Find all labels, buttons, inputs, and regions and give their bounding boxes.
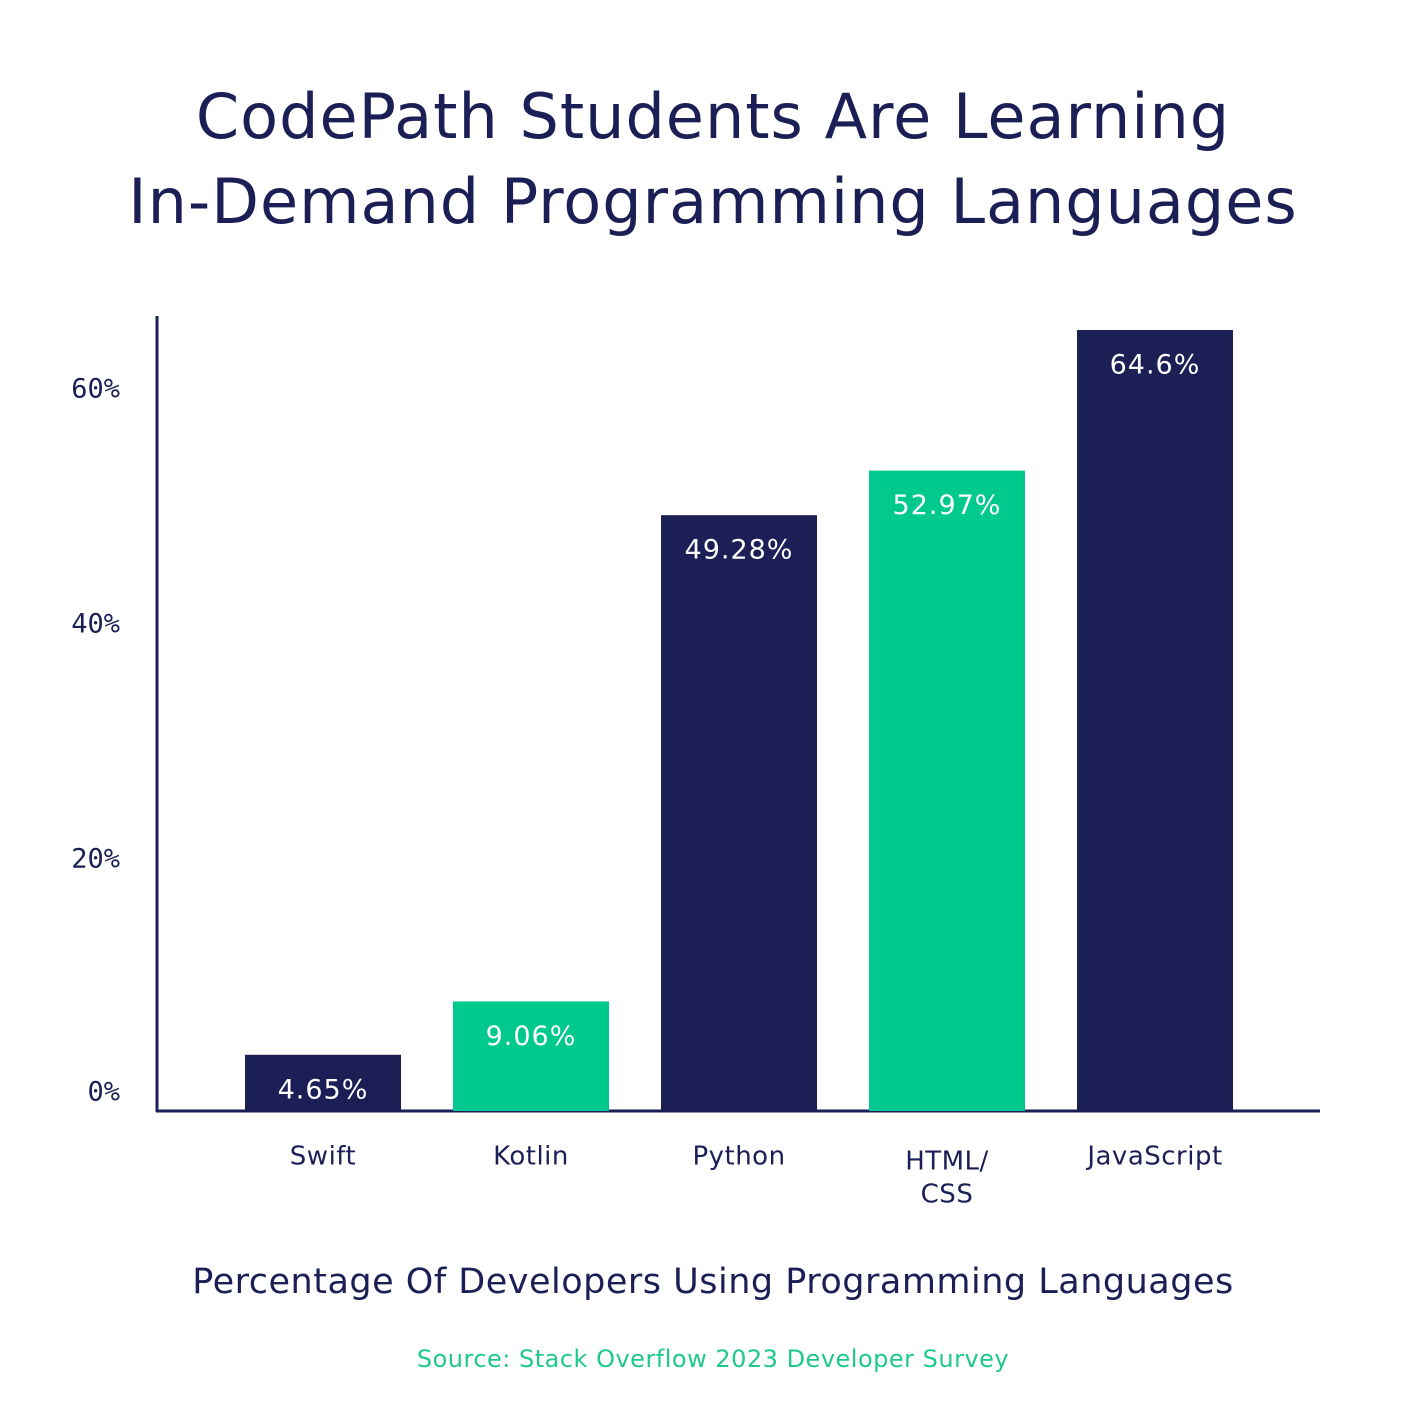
x-tick-label: Swift: [290, 1142, 356, 1172]
bar-value-label: 64.6%: [1110, 350, 1201, 381]
y-tick-label: 20%: [71, 844, 120, 875]
bar: [869, 470, 1025, 1111]
y-tick-label: 60%: [71, 374, 120, 405]
bar-value-label: 49.28%: [685, 535, 794, 566]
x-tick-label: JavaScript: [1085, 1142, 1222, 1172]
source-note: Source: Stack Overflow 2023 Developer Su…: [416, 1345, 1010, 1373]
x-tick-label: CSS: [921, 1180, 974, 1210]
bar: [661, 515, 817, 1111]
bar: [245, 1054, 401, 1111]
bar: [453, 1001, 609, 1111]
y-tick-label: 0%: [87, 1077, 120, 1108]
chart-title-line-1: CodePath Students Are Learning: [195, 80, 1231, 153]
bar-value-label: 4.65%: [278, 1074, 369, 1105]
x-tick-label: Kotlin: [493, 1142, 569, 1172]
chart-title-line-2: In-Demand Programming Languages: [128, 165, 1298, 238]
x-tick-label: Python: [692, 1142, 785, 1172]
x-axis-label: Percentage Of Developers Using Programmi…: [192, 1262, 1234, 1302]
x-tick-label: HTML/: [905, 1147, 989, 1177]
bar-value-label: 9.06%: [486, 1021, 577, 1052]
bar-value-label: 52.97%: [893, 490, 1002, 521]
y-tick-label: 40%: [71, 609, 120, 640]
bar: [1077, 330, 1233, 1111]
